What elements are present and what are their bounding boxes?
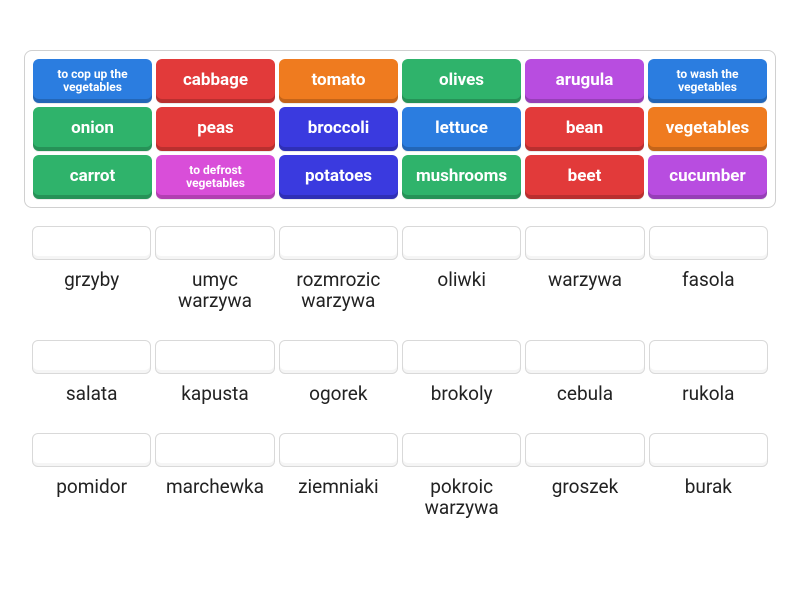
word-tile[interactable]: arugula bbox=[525, 59, 644, 103]
dropzone[interactable] bbox=[649, 340, 768, 374]
target-slot: brokoly bbox=[402, 340, 521, 405]
word-tile[interactable]: potatoes bbox=[279, 155, 398, 199]
target-label: pokroic warzywa bbox=[402, 477, 521, 519]
drop-targets: grzyby umyc warzywarozmrozic warzywa oliwk… bbox=[24, 226, 776, 518]
target-label: cebula bbox=[557, 384, 613, 405]
target-slot: cebula bbox=[525, 340, 644, 405]
word-tile[interactable]: carrot bbox=[33, 155, 152, 199]
target-slot: grzyby bbox=[32, 226, 151, 312]
target-slot: marchewka bbox=[155, 433, 274, 519]
dropzone[interactable] bbox=[32, 340, 151, 374]
dropzone[interactable] bbox=[649, 433, 768, 467]
target-label: umyc warzywa bbox=[155, 270, 274, 312]
dropzone[interactable] bbox=[155, 340, 274, 374]
dropzone[interactable] bbox=[402, 226, 521, 260]
dropzone[interactable] bbox=[279, 340, 398, 374]
target-label: kapusta bbox=[181, 384, 248, 405]
word-tile[interactable]: bean bbox=[525, 107, 644, 151]
dropzone[interactable] bbox=[32, 226, 151, 260]
word-tile[interactable]: to wash the vegetables bbox=[648, 59, 767, 103]
word-tile[interactable]: to defrost vegetables bbox=[156, 155, 275, 199]
dropzone[interactable] bbox=[32, 433, 151, 467]
dropzone[interactable] bbox=[155, 226, 274, 260]
target-slot: burak bbox=[649, 433, 768, 519]
target-slot: oliwki bbox=[402, 226, 521, 312]
target-label: salata bbox=[66, 384, 118, 405]
word-tile[interactable]: beet bbox=[525, 155, 644, 199]
dropzone[interactable] bbox=[155, 433, 274, 467]
target-label: oliwki bbox=[437, 270, 486, 291]
word-tile[interactable]: olives bbox=[402, 59, 521, 103]
target-label: pomidor bbox=[56, 477, 127, 498]
dropzone[interactable] bbox=[279, 433, 398, 467]
target-label: ogorek bbox=[309, 384, 367, 405]
target-slot: pokroic warzywa bbox=[402, 433, 521, 519]
target-slot: rukola bbox=[649, 340, 768, 405]
target-label: rukola bbox=[682, 384, 734, 405]
word-tile[interactable]: vegetables bbox=[648, 107, 767, 151]
target-label: burak bbox=[685, 477, 732, 498]
word-tile[interactable]: onion bbox=[33, 107, 152, 151]
target-slot: ogorek bbox=[279, 340, 398, 405]
target-slot: pomidor bbox=[32, 433, 151, 519]
target-label: grzyby bbox=[64, 270, 119, 291]
word-tile[interactable]: tomato bbox=[279, 59, 398, 103]
word-tile[interactable]: lettuce bbox=[402, 107, 521, 151]
dropzone[interactable] bbox=[525, 226, 644, 260]
target-label: warzywa bbox=[548, 270, 622, 291]
dropzone[interactable] bbox=[402, 433, 521, 467]
word-tile[interactable]: mushrooms bbox=[402, 155, 521, 199]
word-tile[interactable]: broccoli bbox=[279, 107, 398, 151]
dropzone[interactable] bbox=[649, 226, 768, 260]
dropzone[interactable] bbox=[525, 433, 644, 467]
target-slot: umyc warzywa bbox=[155, 226, 274, 312]
target-label: fasola bbox=[682, 270, 735, 291]
dropzone[interactable] bbox=[525, 340, 644, 374]
target-label: ziemniaki bbox=[298, 477, 378, 498]
target-label: marchewka bbox=[166, 477, 264, 498]
target-label: brokoly bbox=[431, 384, 493, 405]
dropzone[interactable] bbox=[279, 226, 398, 260]
target-slot: groszek bbox=[525, 433, 644, 519]
target-slot: warzywa bbox=[525, 226, 644, 312]
word-tile[interactable]: peas bbox=[156, 107, 275, 151]
word-tile[interactable]: to cop up the vegetables bbox=[33, 59, 152, 103]
tile-bank: to cop up the vegetablescabbagetomatooli… bbox=[24, 50, 776, 208]
target-slot: fasola bbox=[649, 226, 768, 312]
dropzone[interactable] bbox=[402, 340, 521, 374]
target-slot: rozmrozic warzywa bbox=[279, 226, 398, 312]
target-slot: ziemniaki bbox=[279, 433, 398, 519]
target-slot: kapusta bbox=[155, 340, 274, 405]
target-slot: salata bbox=[32, 340, 151, 405]
word-tile[interactable]: cabbage bbox=[156, 59, 275, 103]
target-label: rozmrozic warzywa bbox=[279, 270, 398, 312]
target-label: groszek bbox=[552, 477, 619, 498]
word-tile[interactable]: cucumber bbox=[648, 155, 767, 199]
